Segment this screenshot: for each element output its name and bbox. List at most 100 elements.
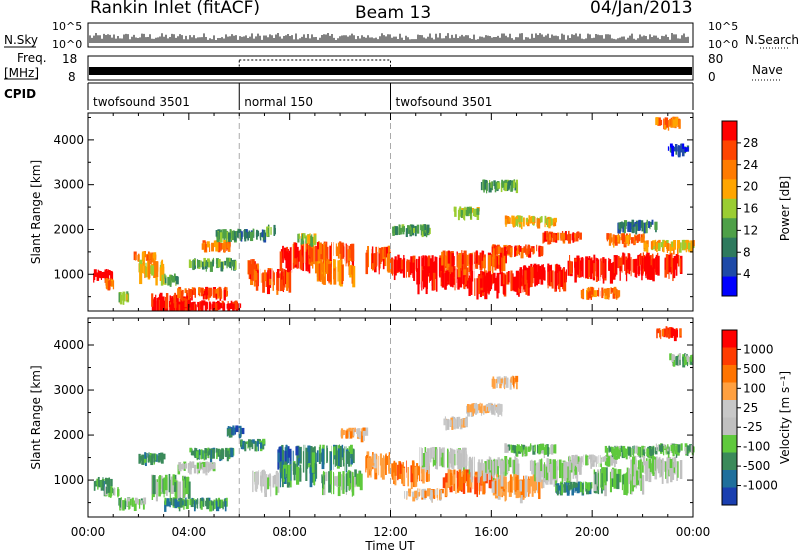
echo-cell [490,182,492,188]
echo-cell [339,445,342,468]
echo-cell [509,247,513,253]
nave-tick-low: 0 [708,70,716,84]
echo-cell [634,234,636,245]
echo-cell [656,242,658,253]
echo-cell [463,274,465,285]
echo-cell [111,487,113,494]
echo-cell [511,215,514,224]
echo-cell [423,274,425,290]
echo-cell [164,277,167,284]
echo-cell [370,456,372,478]
echo-cell [456,419,460,429]
echo-cell [143,454,147,463]
echo-cell [633,445,635,454]
echo-cell [490,274,493,286]
echo-cell [515,379,518,390]
echo-cell [397,261,400,272]
echo-cell [178,288,182,296]
echo-cell [426,448,430,470]
echo-cell [623,473,627,495]
echo-cell [471,461,473,483]
echo-cell [476,208,480,215]
echo-cell [329,245,333,264]
echo-cell [169,501,171,508]
echo-cell [118,292,121,303]
echo-cell [190,303,194,311]
echo-cell [423,227,427,237]
echo-cell [273,474,277,485]
echo-cell [180,303,184,311]
echo-cell [603,456,607,462]
echo-cell [452,418,456,427]
echo-cell [105,486,108,494]
echo-cell [578,462,582,475]
echo-cell [414,466,418,487]
echo-cell [514,217,516,227]
echo-cell [366,249,368,262]
echo-cell [649,260,652,280]
echo-cell [210,500,213,506]
echo-cell [500,378,503,384]
echo-cell [122,294,125,305]
echo-cell [433,450,436,460]
echo-cell [656,329,658,339]
colorbar-swatch [722,365,737,383]
echo-cell [208,243,211,253]
echo-cell [212,501,215,511]
echo-cell [652,240,655,247]
echo-cell [560,233,564,241]
echo-cell [466,403,470,413]
echo-cell [547,447,549,457]
echo-cell [604,475,607,497]
echo-cell [451,253,454,267]
echo-cell [588,290,592,299]
echo-cell [279,466,281,488]
echo-cell [536,244,538,252]
echo-cell [682,143,685,149]
echo-cell [122,500,125,511]
echo-cell [447,250,451,264]
echo-cell [283,464,288,474]
echo-cell [648,445,652,455]
echo-cell [280,272,284,292]
echo-cell [226,287,228,298]
echo-cell [486,180,488,191]
echo-cell [512,217,516,227]
echo-cell [299,468,302,482]
echo-cell [160,452,164,463]
echo-cell [400,259,404,270]
echo-cell [637,460,640,470]
echo-cell [523,217,525,225]
echo-cell [144,452,147,459]
echo-cell [486,182,488,194]
echo-cell [538,478,541,500]
echo-cell [279,251,283,272]
echo-cell [224,260,227,266]
echo-cell [104,477,108,485]
echo-cell [635,223,638,235]
echo-cell [547,271,549,289]
echo-cell [437,490,441,500]
echo-cell [206,302,208,310]
echo-cell [271,475,275,488]
echo-cell [422,467,425,484]
echo-cell [334,451,336,467]
x-tick-label: 16:00 [474,525,509,539]
echo-cell [480,469,482,492]
echo-cell [193,303,196,311]
echo-cell [446,419,450,430]
echo-cell [184,302,188,308]
echo-cell [479,406,483,413]
echo-cell [462,254,465,265]
echo-cell [651,219,654,225]
echo-cell [242,440,245,450]
echo-cell [212,259,214,267]
echo-cell [380,253,383,262]
echo-cell [540,246,544,252]
echo-cell [532,265,536,279]
echo-cell [143,259,145,274]
echo-cell [416,224,420,234]
echo-cell [530,246,533,252]
echo-cell [655,254,658,275]
echo-cell [515,248,519,256]
